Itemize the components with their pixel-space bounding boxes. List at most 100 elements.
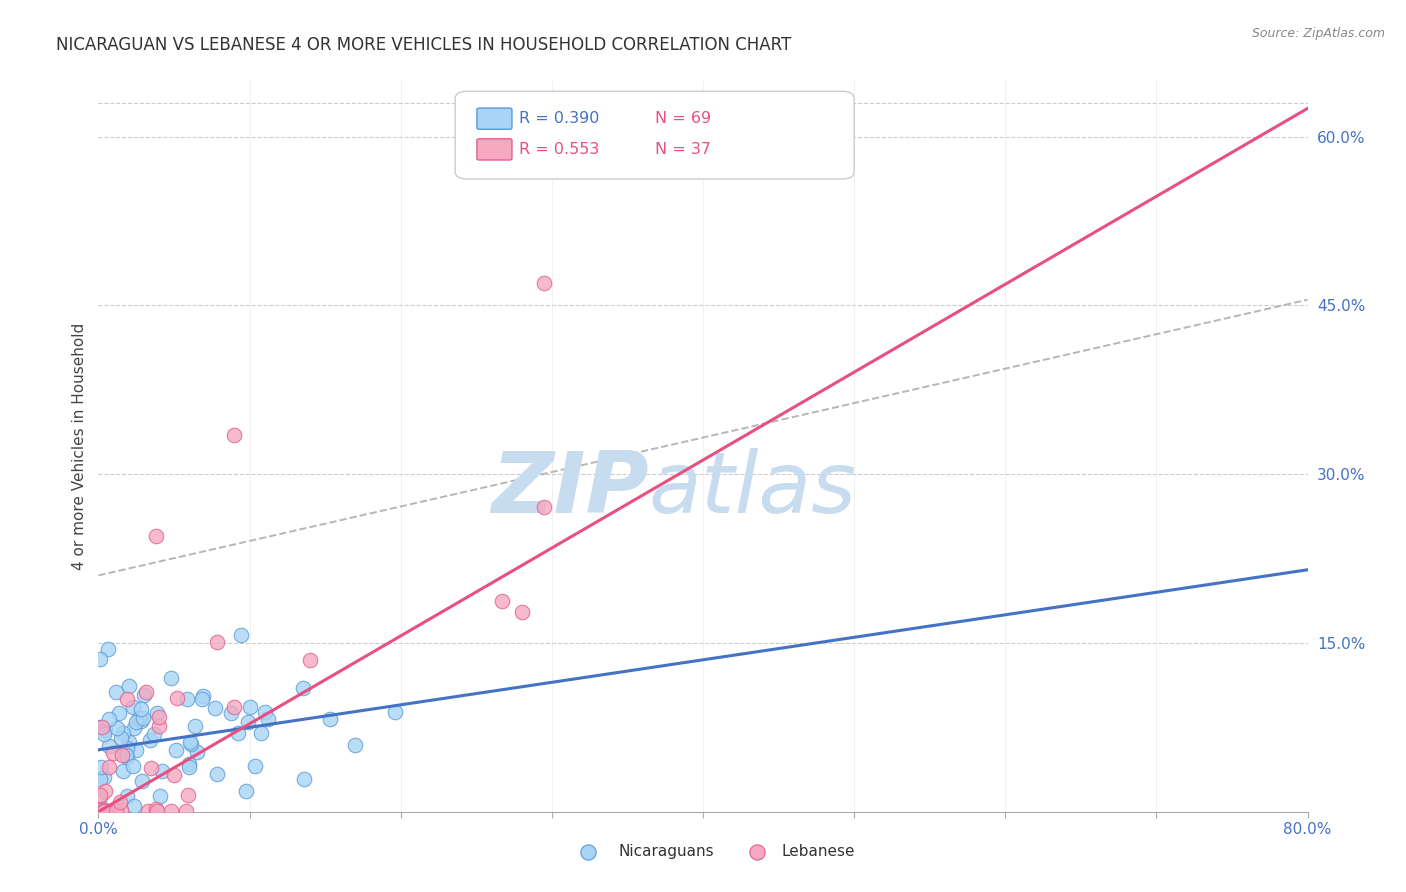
- Point: [93, 804, 115, 818]
- Point: [292, 772, 315, 786]
- Point: [184, 718, 207, 732]
- Text: NICARAGUAN VS LEBANESE 4 OR MORE VEHICLES IN HOUSEHOLD CORRELATION CHART: NICARAGUAN VS LEBANESE 4 OR MORE VEHICLE…: [56, 36, 792, 54]
- Text: Source: ZipAtlas.com: Source: ZipAtlas.com: [1251, 27, 1385, 40]
- Text: R = 0.390: R = 0.390: [519, 112, 599, 126]
- Point: [176, 691, 198, 706]
- Point: [122, 721, 145, 735]
- Point: [97, 712, 120, 726]
- Point: [238, 715, 260, 730]
- Point: [179, 757, 201, 772]
- Point: [191, 692, 214, 706]
- Point: [118, 679, 141, 693]
- Point: [533, 276, 555, 290]
- Point: [226, 726, 249, 740]
- Point: [160, 804, 183, 818]
- FancyBboxPatch shape: [456, 91, 855, 179]
- Point: [103, 804, 125, 818]
- Point: [145, 706, 167, 720]
- Point: [110, 803, 132, 817]
- Text: R = 0.553: R = 0.553: [519, 142, 599, 157]
- Point: [90, 720, 112, 734]
- Point: [253, 705, 276, 719]
- Point: [122, 759, 145, 773]
- Point: [177, 788, 200, 802]
- Point: [117, 789, 139, 803]
- Point: [191, 689, 214, 703]
- Point: [257, 712, 280, 726]
- Point: [125, 743, 148, 757]
- Text: atlas: atlas: [648, 449, 856, 532]
- Point: [104, 804, 127, 818]
- Point: [110, 747, 132, 762]
- Point: [148, 719, 170, 733]
- Point: [132, 688, 155, 702]
- Point: [89, 803, 111, 817]
- Point: [250, 725, 273, 739]
- Point: [205, 766, 228, 780]
- Text: ZIP: ZIP: [491, 449, 648, 532]
- Point: [93, 770, 115, 784]
- Y-axis label: 4 or more Vehicles in Household: 4 or more Vehicles in Household: [72, 322, 87, 570]
- Point: [129, 714, 152, 728]
- Point: [533, 500, 555, 514]
- Point: [125, 714, 148, 729]
- Point: [132, 711, 155, 725]
- Point: [174, 804, 197, 818]
- Point: [107, 706, 129, 720]
- Point: [146, 804, 169, 818]
- FancyBboxPatch shape: [477, 139, 512, 160]
- Point: [94, 804, 117, 818]
- Point: [224, 699, 246, 714]
- Text: Lebanese: Lebanese: [782, 845, 855, 860]
- Point: [131, 702, 153, 716]
- Point: [166, 691, 188, 706]
- Point: [510, 605, 533, 619]
- FancyBboxPatch shape: [477, 108, 512, 129]
- Point: [150, 764, 173, 779]
- Point: [291, 681, 314, 695]
- Point: [128, 711, 150, 725]
- Point: [97, 642, 120, 657]
- Point: [115, 748, 138, 763]
- Point: [89, 788, 111, 802]
- Point: [110, 731, 132, 745]
- Point: [180, 737, 202, 751]
- Point: [243, 759, 266, 773]
- Point: [145, 802, 167, 816]
- Point: [179, 760, 201, 774]
- Point: [148, 710, 170, 724]
- Point: [90, 760, 112, 774]
- Point: [112, 725, 135, 739]
- Point: [108, 795, 131, 809]
- Point: [105, 721, 128, 735]
- Point: [491, 594, 513, 608]
- Point: [91, 804, 114, 818]
- Point: [179, 735, 201, 749]
- Point: [163, 768, 186, 782]
- Point: [204, 701, 226, 715]
- Point: [93, 727, 115, 741]
- Point: [134, 684, 156, 698]
- Point: [149, 789, 172, 803]
- Point: [165, 742, 187, 756]
- Point: [93, 723, 115, 738]
- Point: [93, 801, 115, 815]
- Point: [89, 652, 111, 666]
- Point: [104, 685, 127, 699]
- Point: [224, 427, 246, 442]
- Point: [239, 700, 262, 714]
- Point: [145, 529, 167, 543]
- Point: [115, 691, 138, 706]
- Point: [115, 741, 138, 756]
- Text: N = 37: N = 37: [655, 142, 710, 157]
- Point: [131, 773, 153, 788]
- Point: [159, 671, 181, 685]
- Point: [89, 720, 111, 734]
- Point: [299, 653, 322, 667]
- Point: [138, 804, 160, 818]
- Point: [384, 705, 406, 719]
- Point: [344, 739, 367, 753]
- Point: [207, 634, 229, 648]
- Point: [89, 772, 111, 787]
- Point: [112, 764, 135, 778]
